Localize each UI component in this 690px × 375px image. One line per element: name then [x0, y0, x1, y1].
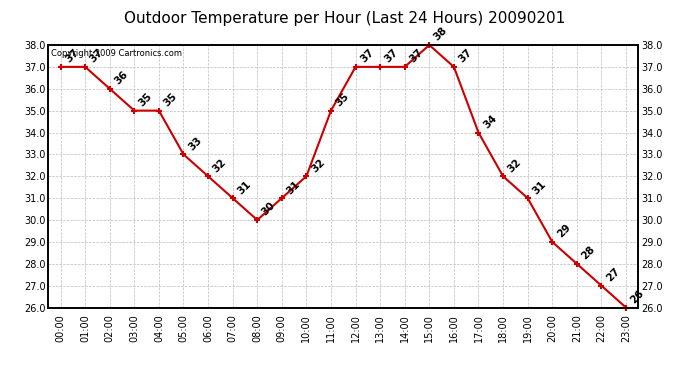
Text: 37: 37: [408, 47, 425, 65]
Text: 31: 31: [235, 178, 253, 196]
Text: 37: 37: [358, 47, 376, 65]
Text: 35: 35: [334, 91, 351, 108]
Text: 32: 32: [309, 157, 326, 174]
Text: 33: 33: [186, 135, 204, 152]
Text: 37: 37: [88, 47, 106, 65]
Text: 30: 30: [260, 201, 277, 218]
Text: 29: 29: [555, 222, 572, 240]
Text: 31: 31: [531, 178, 548, 196]
Text: 34: 34: [481, 113, 499, 130]
Text: Copyright 2009 Cartronics.com: Copyright 2009 Cartronics.com: [51, 49, 182, 58]
Text: 32: 32: [211, 157, 228, 174]
Text: Outdoor Temperature per Hour (Last 24 Hours) 20090201: Outdoor Temperature per Hour (Last 24 Ho…: [124, 11, 566, 26]
Text: 37: 37: [457, 47, 474, 65]
Text: 32: 32: [506, 157, 523, 174]
Text: 35: 35: [161, 91, 179, 108]
Text: 26: 26: [629, 288, 646, 305]
Text: 27: 27: [604, 266, 622, 284]
Text: 37: 37: [63, 47, 81, 65]
Text: 36: 36: [112, 69, 130, 87]
Text: 38: 38: [432, 26, 449, 43]
Text: 28: 28: [580, 244, 597, 262]
Text: 35: 35: [137, 91, 155, 108]
Text: 37: 37: [383, 47, 400, 65]
Text: 31: 31: [284, 178, 302, 196]
